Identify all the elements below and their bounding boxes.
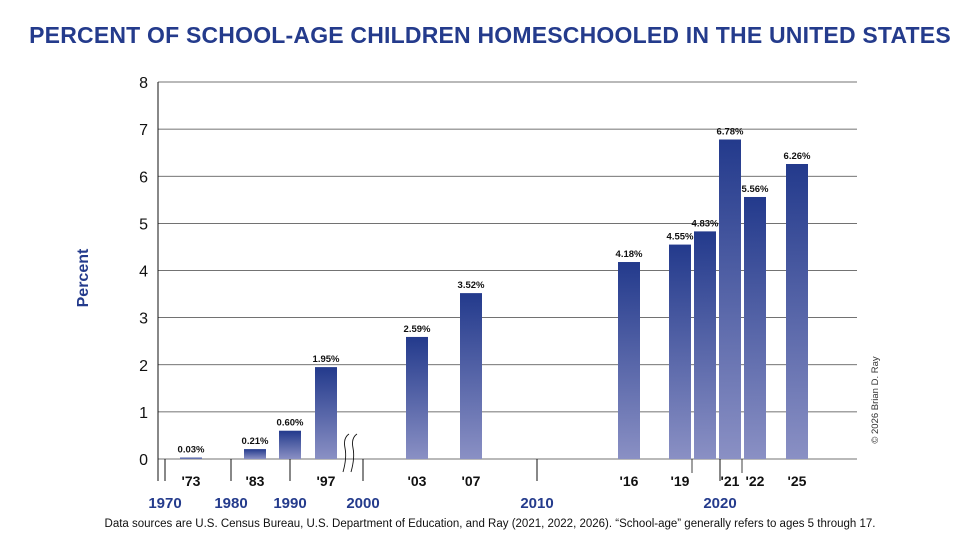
data-label: 1.95%: [313, 354, 340, 365]
y-tick-label: 6: [139, 169, 148, 186]
decade-label: 1980: [214, 495, 247, 512]
axis-break: [342, 433, 358, 473]
data-label: 4.18%: [616, 249, 643, 260]
data-label: 5.56%: [742, 184, 769, 195]
bar: [744, 196, 766, 460]
bar: [460, 293, 482, 459]
x-tick-label: '25: [788, 473, 807, 489]
bar: [279, 430, 301, 459]
x-tick-label: '21: [721, 473, 740, 489]
bar: [406, 336, 428, 459]
data-label: 0.21%: [242, 436, 269, 447]
x-tick-label: '73: [182, 473, 201, 489]
y-tick-label: 1: [139, 405, 148, 422]
y-tick-label: 2: [139, 358, 148, 375]
decade-label: 1990: [273, 495, 306, 512]
y-tick-label: 3: [139, 311, 148, 328]
bar: [786, 163, 808, 459]
y-tick-label: 8: [139, 75, 148, 92]
data-label: 2.59%: [404, 324, 431, 335]
bar: [244, 449, 266, 459]
y-tick-label: 5: [139, 216, 148, 233]
data-sources-footnote: Data sources are U.S. Census Bureau, U.S…: [104, 518, 876, 530]
data-label: 0.60%: [277, 418, 304, 429]
data-label: 4.83%: [692, 218, 719, 229]
x-tick-label: '22: [746, 473, 765, 489]
y-axis-label: Percent: [75, 248, 92, 307]
data-label: 3.52%: [458, 280, 485, 291]
x-tick-label: '16: [620, 473, 639, 489]
data-label: 6.78%: [717, 126, 744, 137]
bar: [669, 244, 691, 459]
y-tick-label: 7: [139, 122, 148, 139]
x-tick-label: '83: [246, 473, 265, 489]
data-label: 6.26%: [784, 151, 811, 162]
x-tick-label: '07: [462, 473, 481, 489]
chart-title: PERCENT OF SCHOOL-AGE CHILDREN HOMESCHOO…: [29, 22, 951, 48]
decade-label: 1970: [148, 495, 181, 512]
copyright-notice: © 2026 Brian D. Ray: [870, 356, 881, 444]
decade-label: 2010: [520, 495, 553, 512]
data-label: 4.55%: [667, 232, 694, 243]
bar: [719, 139, 741, 459]
y-tick-label: 4: [139, 264, 148, 281]
bar: [180, 457, 202, 459]
x-tick-label: '19: [671, 473, 690, 489]
bar: [315, 367, 337, 459]
bar: [618, 262, 640, 459]
decade-label: 2000: [346, 495, 379, 512]
y-tick-label: 0: [139, 452, 148, 469]
x-tick-label: '03: [408, 473, 427, 489]
x-tick-label: '97: [317, 473, 336, 489]
decade-label: 2020: [703, 495, 736, 512]
bar: [694, 231, 716, 459]
data-label: 0.03%: [178, 445, 205, 456]
